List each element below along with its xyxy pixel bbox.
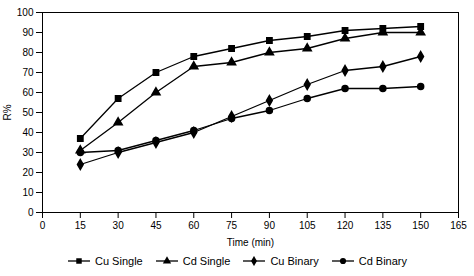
svg-text:150: 150 [412, 220, 429, 231]
svg-text:0: 0 [28, 207, 34, 218]
svg-text:90: 90 [264, 220, 276, 231]
svg-text:100: 100 [17, 7, 34, 18]
svg-text:120: 120 [337, 220, 354, 231]
svg-text:105: 105 [299, 220, 316, 231]
svg-text:10: 10 [22, 187, 34, 198]
svg-text:0: 0 [40, 220, 46, 231]
svg-text:Time (min): Time (min) [227, 237, 274, 248]
html-text:Cd Single: Cd Single [182, 255, 231, 267]
svg-text:30: 30 [113, 220, 125, 231]
svg-text:70: 70 [22, 67, 34, 78]
svg-text:80: 80 [22, 47, 34, 58]
svg-text:60: 60 [22, 87, 34, 98]
svg-text:15: 15 [75, 220, 87, 231]
html-text:Cu Single: Cu Single [95, 255, 143, 267]
svg-text:40: 40 [22, 127, 34, 138]
svg-text:30: 30 [22, 147, 34, 158]
svg-text:R%: R% [2, 104, 13, 120]
svg-text:45: 45 [150, 220, 162, 231]
svg-text:20: 20 [22, 167, 34, 178]
svg-text:90: 90 [22, 27, 34, 38]
html-text:Cu Binary: Cu Binary [270, 255, 319, 267]
html-text:Cd Binary: Cd Binary [358, 255, 407, 267]
svg-text:60: 60 [188, 220, 200, 231]
svg-text:135: 135 [375, 220, 392, 231]
svg-text:165: 165 [450, 220, 467, 231]
svg-text:75: 75 [226, 220, 238, 231]
svg-text:50: 50 [22, 107, 34, 118]
